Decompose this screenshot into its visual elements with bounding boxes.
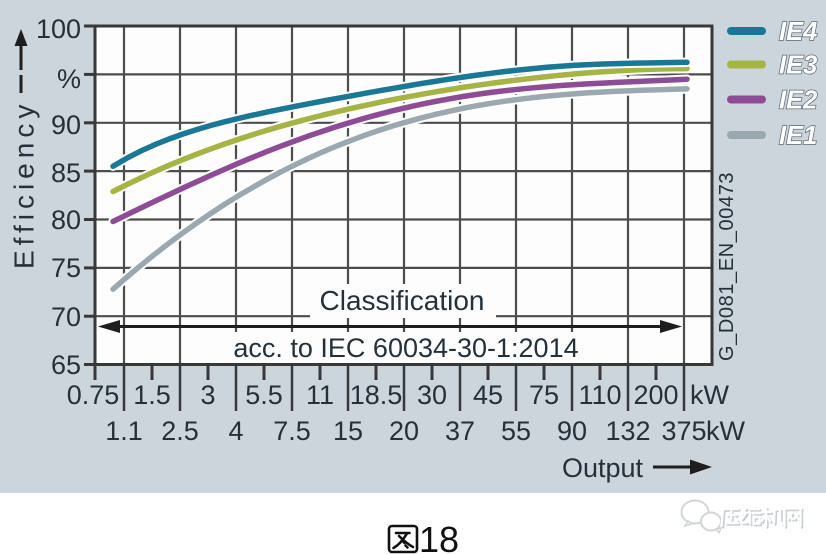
svg-text:15: 15 [333, 416, 363, 446]
svg-text:Classification: Classification [320, 285, 485, 316]
svg-text:kW: kW [690, 380, 730, 410]
svg-text:Output: Output [562, 453, 644, 483]
svg-text:45: 45 [473, 380, 503, 410]
svg-text:acc. to IEC 60034-30-1:2014: acc. to IEC 60034-30-1:2014 [233, 333, 578, 363]
svg-text:90: 90 [557, 416, 587, 446]
svg-text:IE4: IE4 [779, 18, 817, 46]
svg-text:65: 65 [51, 350, 81, 380]
svg-text:200: 200 [633, 380, 678, 410]
svg-text:7.5: 7.5 [273, 416, 311, 446]
svg-text:132: 132 [605, 416, 650, 446]
svg-text:37: 37 [445, 416, 475, 446]
svg-text:1.1: 1.1 [105, 416, 143, 446]
svg-text:kW: kW [706, 416, 746, 446]
svg-text:5.5: 5.5 [245, 380, 283, 410]
svg-text:20: 20 [389, 416, 419, 446]
svg-text:375: 375 [661, 416, 706, 446]
svg-text:30: 30 [417, 380, 447, 410]
svg-text:2.5: 2.5 [161, 416, 199, 446]
svg-text:75: 75 [51, 253, 81, 283]
svg-text:3: 3 [200, 380, 215, 410]
svg-text:%: % [57, 64, 81, 94]
svg-text:1.5: 1.5 [133, 380, 171, 410]
svg-text:11: 11 [306, 380, 334, 410]
svg-text:80: 80 [51, 205, 81, 235]
svg-text:G_D081_EN_00473: G_D081_EN_00473 [716, 172, 738, 361]
svg-text:IE3: IE3 [779, 52, 817, 80]
svg-text:55: 55 [501, 416, 531, 446]
svg-text:70: 70 [51, 302, 81, 332]
svg-text:IE1: IE1 [779, 122, 817, 150]
svg-text:0.75: 0.75 [67, 380, 120, 410]
svg-text:85: 85 [51, 158, 81, 188]
svg-text:Efficiency: Efficiency [9, 100, 40, 269]
svg-text:4: 4 [228, 416, 243, 446]
svg-text:90: 90 [51, 110, 81, 140]
svg-text:100: 100 [36, 14, 81, 44]
svg-text:18: 18 [419, 519, 459, 554]
svg-text:75: 75 [529, 380, 559, 410]
svg-text:18.5: 18.5 [350, 380, 403, 410]
svg-text:110: 110 [578, 380, 621, 410]
svg-text:IE2: IE2 [779, 87, 817, 115]
